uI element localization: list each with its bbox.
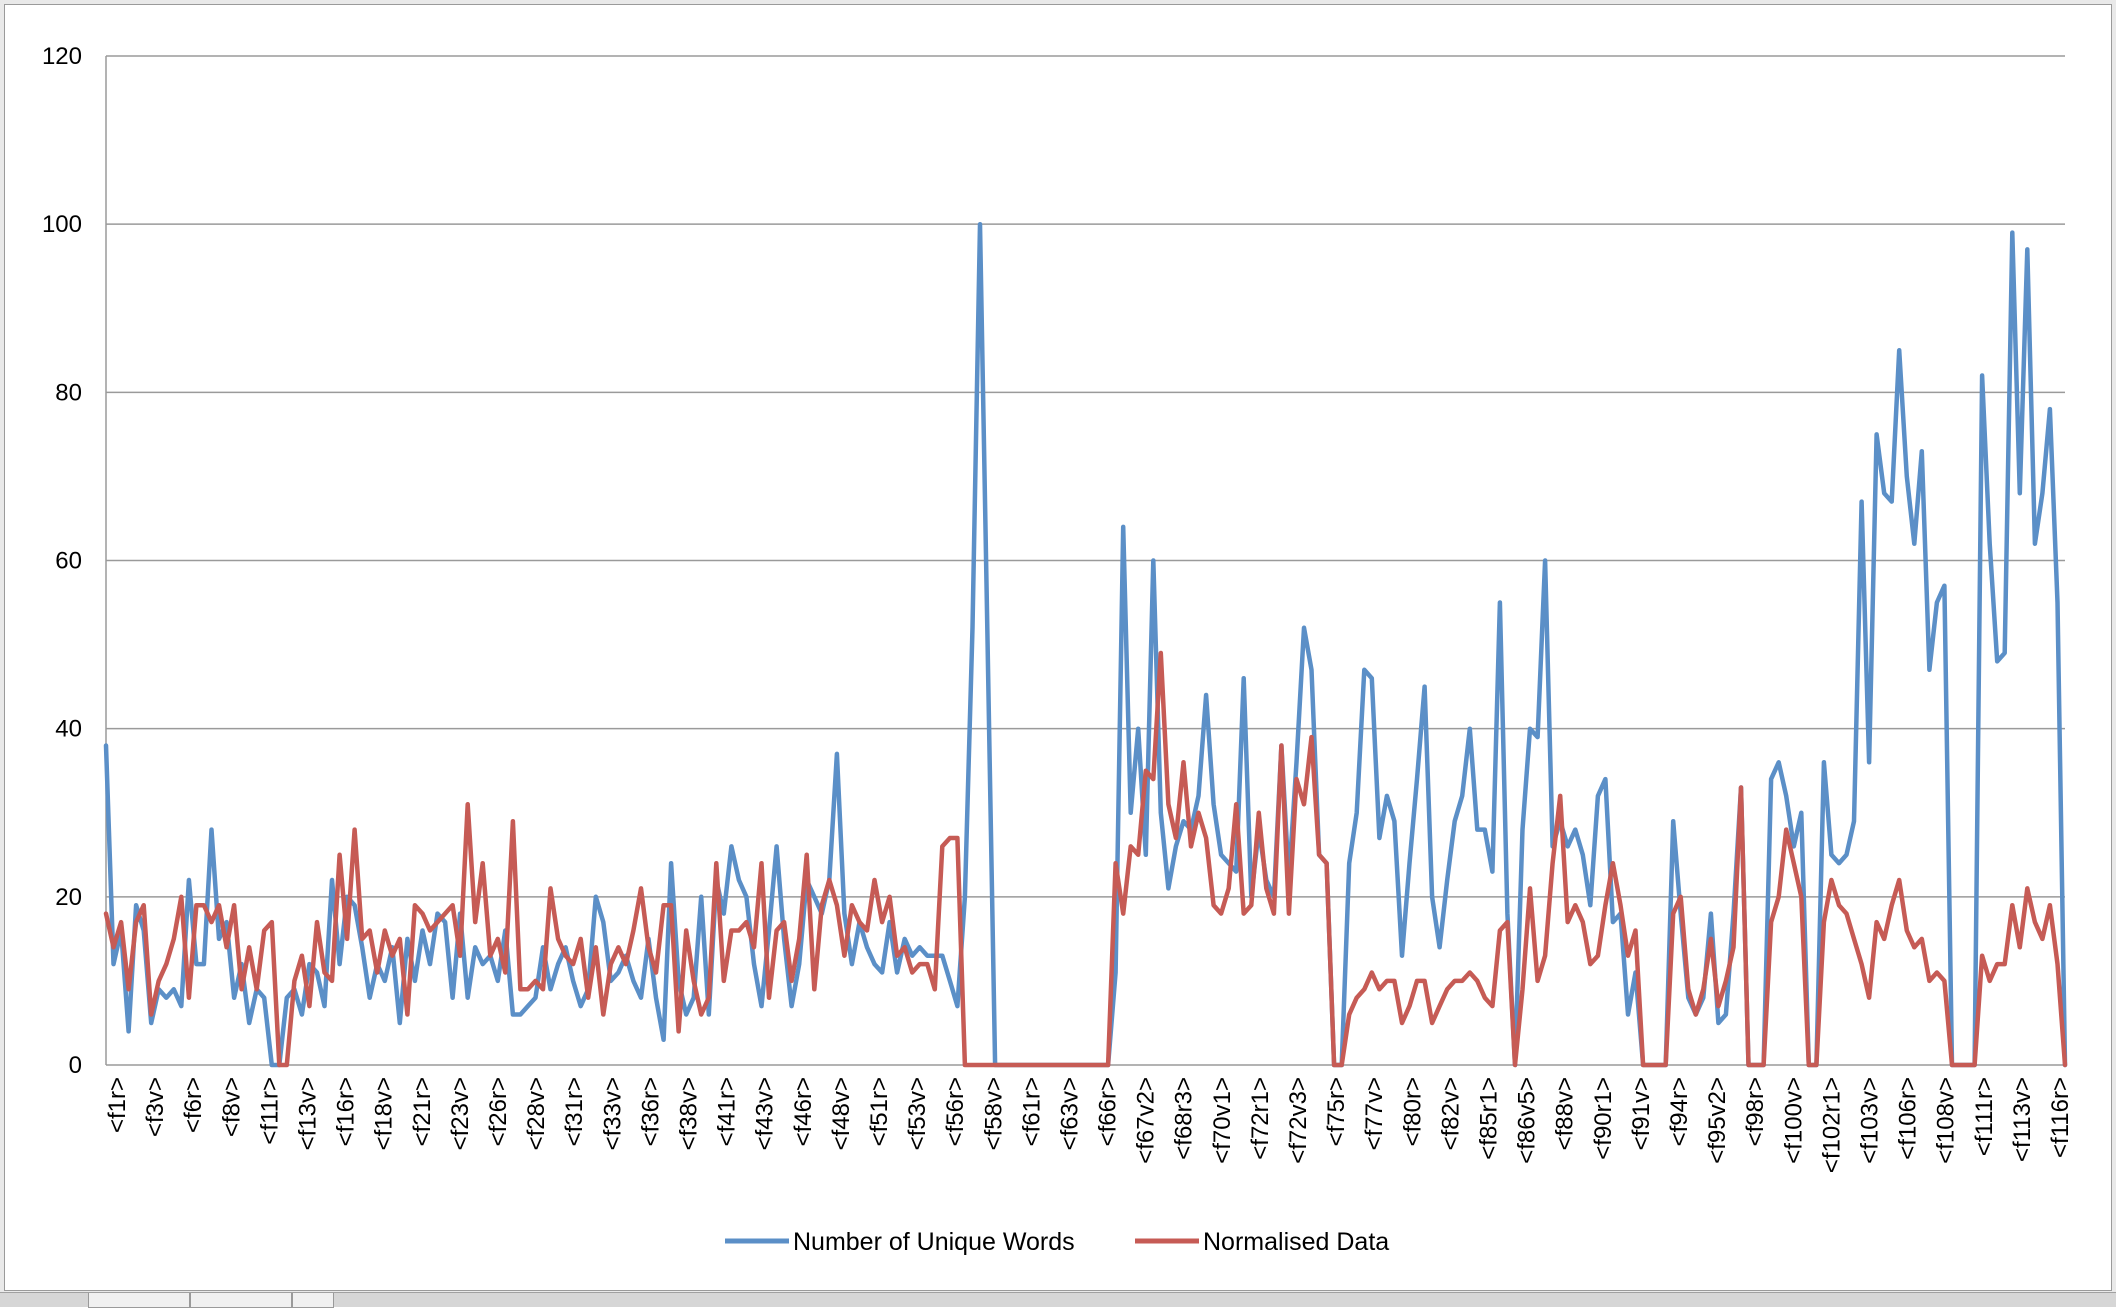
x-tick-label: <f46r> [790, 1077, 817, 1146]
x-tick-label: <f75r> [1323, 1077, 1350, 1146]
x-tick-label: <f98r> [1742, 1077, 1769, 1146]
legend: Number of Unique Words Normalised Data [725, 1228, 1389, 1256]
x-tick-label: <f90r1> [1590, 1077, 1617, 1160]
x-tick-label: <f67v2> [1133, 1077, 1160, 1164]
x-tick-label: <f16r> [333, 1077, 360, 1146]
x-tick-label: <f53v> [904, 1077, 931, 1150]
x-tick-label: <f43v> [752, 1077, 779, 1150]
x-tick-label: <f41r> [714, 1077, 741, 1146]
x-tick-label: <f111r> [1971, 1077, 1998, 1156]
x-tick-label: <f58v> [980, 1077, 1007, 1150]
x-tick-label: <f33v> [599, 1077, 626, 1150]
x-tick-label: <f28v> [523, 1077, 550, 1150]
y-tick-label: 120 [42, 43, 82, 70]
y-tick-label: 100 [42, 211, 82, 238]
x-tick-label: <f1r> [104, 1077, 131, 1133]
line-chart: 0 20 40 60 80 100 120 <f1r> <f3v> <f6r> <f8v> <f11… [42, 43, 2074, 1256]
y-tick-label: 60 [55, 548, 82, 575]
x-tick-label: <f86v5> [1514, 1077, 1541, 1164]
x-tick-label: <f61r> [1018, 1077, 1045, 1146]
x-tick-label: <f103v> [1857, 1077, 1884, 1164]
x-tick-label: <f13v> [294, 1077, 321, 1150]
x-tick-label: <f85r1> [1476, 1077, 1503, 1160]
grid-layer [105, 55, 2065, 1066]
chart-area: 0 20 40 60 80 100 120 <f1r> <f3v> <f6r> <f8v> <f11… [4, 4, 2112, 1291]
x-tick-label: <f91v> [1628, 1077, 1655, 1150]
x-tick-label: <f72v3> [1285, 1077, 1312, 1164]
x-tick-label: <f108v> [1933, 1077, 1960, 1164]
x-tick-label: <f63v> [1056, 1077, 1083, 1150]
x-tick-label: <f36r> [637, 1077, 664, 1146]
x-tick-label: <f68r3> [1171, 1077, 1198, 1160]
x-tick-label: <f66r> [1095, 1077, 1122, 1146]
legend-label: Number of Unique Words [793, 1228, 1075, 1256]
x-tick-label: <f56r> [942, 1077, 969, 1146]
sheet-tab-bar [0, 1292, 2116, 1308]
x-tick-label: <f23v> [447, 1077, 474, 1150]
x-tick-label: <f72r1> [1247, 1077, 1274, 1160]
series-line-2 [103, 650, 2068, 1068]
x-tick-label: <f100v> [1780, 1077, 1807, 1164]
y-tick-label: 80 [55, 379, 82, 406]
x-tick-label: <f21r> [409, 1077, 436, 1146]
y-tick-labels: 0 20 40 60 80 100 120 [42, 43, 82, 1079]
x-tick-label: <f18v> [371, 1077, 398, 1150]
x-tick-label: <f26r> [485, 1077, 512, 1146]
x-tick-label: <f94r> [1666, 1077, 1693, 1146]
x-tick-label: <f3v> [142, 1077, 169, 1137]
y-tick-label: 0 [69, 1052, 82, 1079]
x-tick-label: <f51r> [866, 1077, 893, 1146]
legend-label: Normalised Data [1203, 1228, 1389, 1256]
x-tick-label: <f70v1> [1209, 1077, 1236, 1164]
x-tick-label: <f95v2> [1704, 1077, 1731, 1164]
x-tick-label: <f88v> [1552, 1077, 1579, 1150]
x-tick-labels: <f1r> <f3v> <f6r> <f8v> <f11r> <f13v> <f16r> <f… [104, 1077, 2074, 1173]
x-tick-label: <f106r> [1895, 1077, 1922, 1160]
y-tick-label: 40 [55, 716, 82, 743]
series-layer [103, 221, 2068, 1068]
x-tick-label: <f102r1> [1818, 1077, 1845, 1173]
y-tick-label: 20 [55, 884, 82, 911]
x-tick-label: <f80r> [1399, 1077, 1426, 1146]
x-tick-label: <f11r> [256, 1077, 283, 1145]
x-tick-label: <f48v> [828, 1077, 855, 1150]
x-tick-label: <f82v> [1437, 1077, 1464, 1150]
x-tick-label: <f116r> [2047, 1077, 2074, 1158]
x-tick-label: <f77v> [1361, 1077, 1388, 1150]
x-tick-label: <f6r> [180, 1077, 207, 1133]
x-tick-label: <f31r> [561, 1077, 588, 1146]
x-tick-label: <f113v> [2009, 1077, 2036, 1162]
x-tick-label: <f8v> [218, 1077, 245, 1137]
x-tick-label: <f38v> [675, 1077, 702, 1150]
